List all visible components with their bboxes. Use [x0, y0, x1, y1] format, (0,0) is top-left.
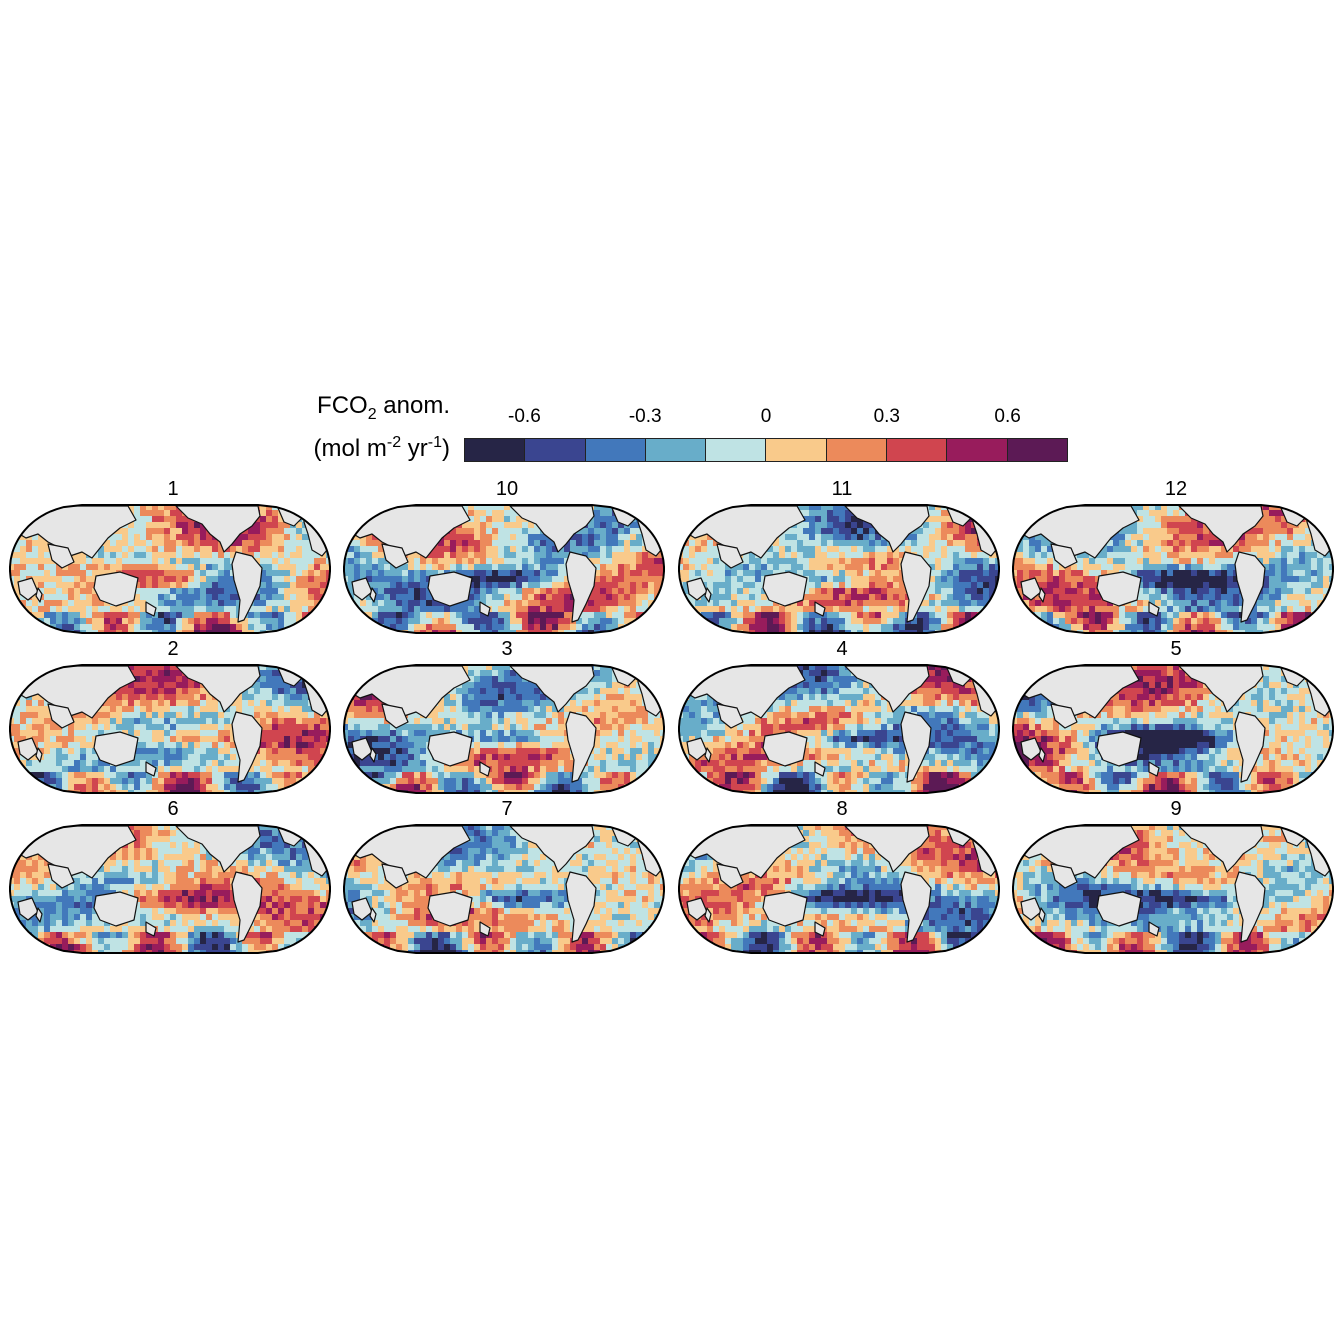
- colorbar-legend: FCO2 anom. (mol m-2 yr-1) -0.6 -0.3 0 0.3 0.…: [260, 390, 1090, 470]
- colorbar-swatch: [766, 439, 827, 461]
- legend-unit: (mol m-2 yr-1): [313, 434, 450, 462]
- ocean-anomaly-map: [343, 664, 665, 794]
- map-outline: [1012, 504, 1334, 634]
- map-panel: 5: [1011, 638, 1341, 798]
- legend-title: FCO2 anom.: [317, 392, 450, 423]
- ocean-anomaly-map: [9, 664, 331, 794]
- map-panel: 6: [8, 798, 338, 958]
- colorbar-swatch: [465, 439, 526, 461]
- map-outline: [678, 664, 1000, 794]
- map-panel: 7: [342, 798, 672, 958]
- colorbar-swatch: [585, 439, 646, 461]
- ocean-anomaly-map: [343, 504, 665, 634]
- colorbar-swatch: [887, 439, 948, 461]
- colorbar-swatch: [525, 439, 586, 461]
- map-panel-title: 12: [1164, 478, 1188, 500]
- ocean-anomaly-map: [1012, 504, 1334, 634]
- map-outline: [678, 504, 1000, 634]
- colorbar-tick-label: -0.3: [628, 406, 662, 427]
- ocean-anomaly-map: [678, 664, 1000, 794]
- colorbar-swatch: [1007, 439, 1067, 461]
- map-outline: [343, 504, 665, 634]
- map-panel-title: 3: [501, 638, 513, 660]
- map-panel: 3: [342, 638, 672, 798]
- map-outline: [343, 824, 665, 954]
- map-outline: [1012, 664, 1334, 794]
- ocean-anomaly-map: [9, 504, 331, 634]
- map-panel-title: 2: [167, 638, 179, 660]
- map-panel: 2: [8, 638, 338, 798]
- colorbar: [464, 438, 1068, 462]
- map-panel-title: 11: [831, 478, 853, 500]
- colorbar-swatch: [826, 439, 888, 461]
- colorbar-swatch: [706, 439, 767, 461]
- map-panel-title: 7: [501, 798, 513, 820]
- map-panel: 10: [342, 478, 672, 638]
- map-panel-title: 10: [495, 478, 519, 500]
- map-panel-title: 4: [836, 638, 848, 660]
- map-panel-title: 9: [1170, 798, 1182, 820]
- map-outline: [9, 504, 331, 634]
- ocean-anomaly-map: [678, 824, 1000, 954]
- map-panel-title: 6: [167, 798, 179, 820]
- map-outline: [343, 664, 665, 794]
- map-panel-title: 1: [167, 478, 179, 500]
- land-masses: [10, 505, 330, 623]
- land-masses: [679, 825, 999, 943]
- map-panel-title: 8: [836, 798, 848, 820]
- ocean-anomaly-map: [1012, 824, 1334, 954]
- ocean-anomaly-map: [1012, 664, 1334, 794]
- map-panel-title: 5: [1170, 638, 1182, 660]
- colorbar-tick-label: 0.3: [873, 406, 901, 427]
- map-outline: [9, 664, 331, 794]
- ocean-anomaly-map: [678, 504, 1000, 634]
- colorbar-tick-label: -0.6: [508, 406, 541, 427]
- map-outline: [9, 824, 331, 954]
- colorbar-tick-label: 0.6: [994, 406, 1021, 427]
- anomaly-field: [679, 505, 999, 633]
- map-outline: [678, 824, 1000, 954]
- map-panel: 12: [1011, 478, 1341, 638]
- ocean-anomaly-map: [9, 824, 331, 954]
- map-outline: [1012, 824, 1334, 954]
- colorbar-tick-label: 0: [760, 406, 772, 427]
- colorbar-swatch: [947, 439, 1008, 461]
- map-panel: 1: [8, 478, 338, 638]
- map-panel: 4: [677, 638, 1007, 798]
- map-panel: 9: [1011, 798, 1341, 958]
- colorbar-swatch: [645, 439, 707, 461]
- map-panel: 11: [677, 478, 1007, 638]
- map-panel: 8: [677, 798, 1007, 958]
- ocean-anomaly-map: [343, 824, 665, 954]
